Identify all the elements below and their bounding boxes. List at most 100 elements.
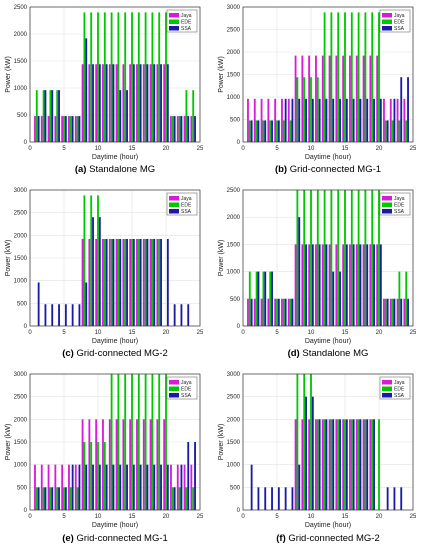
bar-ssa — [311, 396, 314, 510]
bar-jaya — [383, 298, 385, 326]
legend-swatch-ssa — [382, 393, 392, 398]
bar-ssa — [311, 244, 314, 326]
bar-ssa — [393, 487, 396, 510]
bar-ede — [137, 12, 140, 143]
bar-jaya — [142, 64, 145, 142]
bar-ssa — [173, 487, 176, 510]
x-tick-label: 25 — [410, 146, 417, 152]
bar-ede — [49, 487, 52, 510]
bar-ede — [316, 419, 319, 510]
bar-ede — [56, 90, 59, 142]
bar-ede — [378, 190, 380, 326]
x-tick-label: 10 — [308, 514, 315, 520]
legend-swatch-ede — [382, 19, 392, 24]
caption-tag: (b) — [275, 164, 287, 175]
bar-ede — [144, 238, 147, 326]
bar-ssa — [119, 464, 122, 510]
bar-ede — [323, 190, 326, 326]
y-tick-label: 2000 — [227, 215, 241, 221]
bar-ssa — [250, 298, 253, 326]
legend-swatch-jaya — [169, 13, 179, 18]
bar-ede — [144, 374, 147, 510]
bar-ssa — [44, 90, 47, 142]
bar-ssa — [119, 238, 122, 326]
bar-ede — [303, 190, 306, 326]
bar-ede — [310, 77, 312, 142]
bar-ede — [192, 90, 195, 142]
bar-jaya — [362, 419, 365, 510]
legend-swatch-ssa — [382, 209, 392, 214]
bar-ssa — [373, 244, 375, 326]
bar-ssa — [400, 298, 403, 326]
x-tick-label: 10 — [95, 330, 102, 336]
bar-ede — [117, 238, 120, 326]
caption-text: Grid-connected MG-2 — [288, 533, 379, 544]
bar-ssa — [393, 98, 396, 142]
bar-jaya — [122, 419, 125, 510]
caption-tag: (f) — [276, 533, 286, 544]
bar-ssa — [58, 90, 60, 142]
bar-ede — [124, 238, 127, 326]
legend-label-ede: EDE — [181, 203, 192, 209]
bar-jaya — [396, 98, 399, 142]
bar-ede — [323, 419, 326, 510]
axes-box — [242, 6, 414, 143]
x-tick-label: 25 — [410, 514, 417, 520]
bar-ede — [97, 442, 99, 510]
x-tick-label: 20 — [163, 514, 170, 520]
bar-ssa — [180, 464, 183, 510]
bar-ssa — [64, 116, 67, 142]
y-axis-label: Power (kW) — [218, 424, 225, 461]
bar-ssa — [112, 238, 115, 326]
bar-jaya — [61, 116, 64, 142]
caption-tag: (e) — [62, 533, 74, 544]
y-tick-label: 0 — [237, 140, 241, 146]
bar-ede — [49, 90, 52, 142]
legend-label-ssa: SSA — [394, 26, 405, 32]
bar-jaya — [369, 244, 372, 326]
bar-ssa — [332, 98, 335, 142]
bar-jaya — [389, 98, 392, 142]
x-tick-label: 20 — [376, 330, 383, 336]
bar-ssa — [78, 464, 81, 510]
bar-ede — [83, 12, 86, 143]
bar-jaya — [301, 419, 304, 510]
bar-ede — [144, 12, 147, 143]
bar-ede — [357, 12, 360, 143]
bar-jaya — [355, 244, 358, 326]
bar-jaya — [308, 419, 311, 510]
bar-ssa — [264, 271, 267, 326]
bar-ede — [330, 419, 333, 510]
bar-ssa — [271, 271, 273, 326]
bar-ssa — [284, 487, 287, 510]
bar-jaya — [190, 116, 193, 142]
x-axis-label: Daytime (hour) — [92, 338, 138, 345]
y-tick-label: 3000 — [14, 188, 28, 194]
bar-ede — [158, 238, 161, 326]
bar-ede — [165, 12, 167, 143]
x-tick-label: 10 — [95, 146, 102, 152]
bar-jaya — [362, 55, 365, 142]
bar-jaya — [170, 464, 172, 510]
bar-ssa — [379, 244, 382, 326]
bar-jaya — [260, 98, 263, 142]
legend-swatch-ede — [169, 202, 179, 207]
bar-jaya — [342, 419, 345, 510]
bar-jaya — [129, 419, 132, 510]
bar-jaya — [54, 116, 57, 142]
legend-label-ssa: SSA — [181, 26, 192, 32]
x-tick-label: 10 — [95, 514, 102, 520]
bar-ede — [316, 77, 319, 142]
bar-jaya — [40, 464, 43, 510]
bar-ssa — [71, 116, 74, 142]
bar-ssa — [305, 244, 307, 326]
bar-ede — [63, 116, 65, 142]
bar-jaya — [136, 419, 138, 510]
bar-jaya — [321, 55, 324, 142]
bar-jaya — [315, 55, 317, 142]
legend-swatch-ede — [169, 386, 179, 391]
y-tick-label: 500 — [230, 485, 241, 491]
bar-ede — [103, 12, 106, 143]
bar-ede — [269, 120, 272, 142]
